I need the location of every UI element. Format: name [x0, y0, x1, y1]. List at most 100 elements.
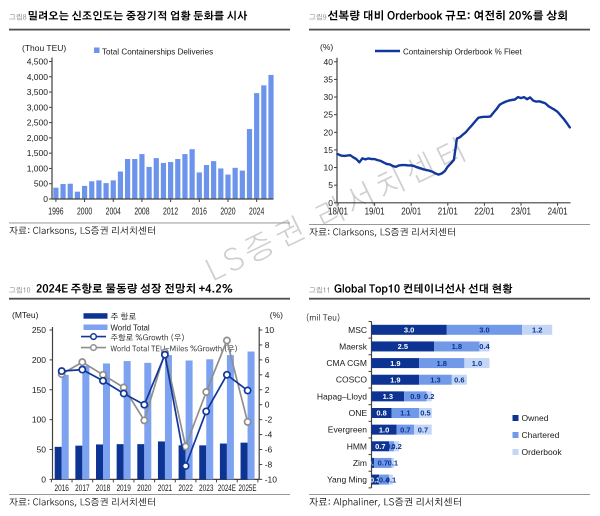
- svg-text:Total Containerships Deliverie: Total Containerships Deliveries: [102, 47, 213, 56]
- svg-text:2024E: 2024E: [218, 483, 236, 494]
- svg-text:2025E: 2025E: [239, 483, 257, 494]
- svg-text:0: 0: [265, 400, 270, 410]
- svg-text:23/01: 23/01: [511, 207, 531, 218]
- svg-text:2022: 2022: [178, 483, 192, 494]
- svg-text:4,000: 4,000: [27, 72, 49, 82]
- svg-text:1.2: 1.2: [532, 326, 542, 335]
- svg-text:(%): (%): [320, 42, 333, 52]
- svg-text:-6: -6: [265, 445, 273, 455]
- svg-text:15: 15: [324, 145, 334, 155]
- svg-text:0.7: 0.7: [400, 425, 410, 434]
- svg-text:0.4: 0.4: [379, 475, 390, 484]
- svg-text:COSCO: COSCO: [336, 375, 368, 385]
- svg-text:4,500: 4,500: [27, 57, 49, 67]
- svg-text:0.1: 0.1: [388, 459, 398, 468]
- svg-text:10: 10: [324, 163, 334, 173]
- svg-text:19/01: 19/01: [365, 207, 385, 218]
- svg-text:0: 0: [328, 198, 333, 208]
- svg-text:0.2: 0.2: [386, 442, 396, 451]
- svg-text:8: 8: [265, 340, 270, 350]
- svg-text:2000: 2000: [77, 207, 92, 218]
- svg-text:0: 0: [43, 194, 48, 204]
- svg-text:4: 4: [265, 370, 270, 380]
- svg-text:2012: 2012: [163, 207, 178, 218]
- svg-text:(Thou TEU): (Thou TEU): [22, 43, 66, 53]
- svg-text:-10: -10: [265, 474, 278, 484]
- svg-text:200: 200: [32, 355, 46, 365]
- svg-text:6: 6: [265, 355, 270, 365]
- svg-text:0.2: 0.2: [424, 392, 434, 401]
- svg-text:0.7: 0.7: [375, 442, 385, 451]
- svg-text:0.7: 0.7: [418, 425, 428, 434]
- svg-text:21/01: 21/01: [438, 207, 458, 218]
- svg-text:1996: 1996: [48, 207, 63, 218]
- svg-text:HMM: HMM: [347, 441, 367, 451]
- svg-text:0.7: 0.7: [378, 459, 388, 468]
- svg-text:1.0: 1.0: [379, 425, 389, 434]
- svg-text:2016: 2016: [192, 207, 207, 218]
- svg-text:2020: 2020: [137, 483, 151, 494]
- svg-text:20: 20: [324, 127, 334, 137]
- svg-text:-8: -8: [265, 459, 273, 469]
- svg-text:MSC: MSC: [348, 325, 367, 335]
- svg-text:1.3: 1.3: [430, 375, 440, 384]
- svg-text:2004: 2004: [106, 207, 121, 218]
- svg-text:40: 40: [324, 57, 334, 67]
- svg-text:50: 50: [37, 445, 47, 455]
- svg-text:Orderbook: Orderbook: [522, 447, 563, 457]
- svg-text:2008: 2008: [134, 207, 149, 218]
- svg-text:Hapag–Lloyd: Hapag–Lloyd: [317, 391, 367, 401]
- svg-text:3.0: 3.0: [404, 326, 414, 335]
- svg-text:0.3: 0.3: [370, 475, 380, 484]
- svg-text:3.0: 3.0: [479, 326, 489, 335]
- svg-text:0.1: 0.1: [368, 459, 378, 468]
- svg-text:2024: 2024: [249, 207, 264, 218]
- svg-text:25: 25: [324, 110, 334, 120]
- svg-text:2018: 2018: [96, 483, 110, 494]
- svg-text:Evergreen: Evergreen: [328, 425, 367, 435]
- svg-text:20/01: 20/01: [401, 207, 421, 218]
- svg-text:500: 500: [34, 179, 48, 189]
- svg-text:2021: 2021: [158, 483, 172, 494]
- svg-text:1.1: 1.1: [400, 409, 410, 418]
- svg-text:Yang Ming: Yang Ming: [327, 475, 367, 485]
- svg-text:Owned: Owned: [522, 413, 549, 423]
- svg-text:0.4: 0.4: [479, 342, 490, 351]
- svg-text:2,000: 2,000: [27, 133, 49, 143]
- svg-text:10: 10: [265, 325, 275, 335]
- svg-text:Containership Orderbook % Flee: Containership Orderbook % Fleet: [403, 47, 523, 56]
- svg-text:0: 0: [41, 474, 46, 484]
- svg-text:2.5: 2.5: [398, 342, 408, 351]
- svg-text:1.0: 1.0: [472, 359, 482, 368]
- svg-text:1,500: 1,500: [27, 148, 49, 158]
- svg-text:100: 100: [32, 415, 46, 425]
- svg-text:0.1: 0.1: [386, 475, 396, 484]
- svg-text:0.9: 0.9: [410, 392, 420, 401]
- svg-text:1,000: 1,000: [27, 163, 49, 173]
- svg-text:-2: -2: [265, 415, 273, 425]
- svg-text:0.8: 0.8: [376, 409, 386, 418]
- svg-text:3,000: 3,000: [27, 102, 49, 112]
- svg-text:CMA CGM: CMA CGM: [326, 358, 367, 368]
- svg-text:150: 150: [32, 385, 46, 395]
- svg-text:24/01: 24/01: [548, 207, 568, 218]
- svg-text:Zim: Zim: [353, 458, 367, 468]
- svg-text:2: 2: [265, 385, 270, 395]
- svg-text:35: 35: [324, 74, 334, 84]
- svg-text:(%): (%): [270, 310, 283, 320]
- svg-text:1.9: 1.9: [390, 375, 400, 384]
- svg-text:0.2: 0.2: [391, 442, 401, 451]
- svg-text:250: 250: [32, 325, 46, 335]
- svg-text:World Total: World Total: [111, 324, 150, 333]
- svg-text:1.3: 1.3: [383, 392, 393, 401]
- svg-text:Chartered: Chartered: [522, 430, 560, 440]
- svg-text:5: 5: [328, 180, 333, 190]
- svg-text:2020: 2020: [220, 207, 235, 218]
- svg-text:0.6: 0.6: [454, 375, 464, 384]
- svg-text:Maersk: Maersk: [339, 341, 368, 351]
- svg-text:2,500: 2,500: [27, 118, 49, 128]
- svg-text:-4: -4: [265, 430, 273, 440]
- svg-text:22/01: 22/01: [474, 207, 494, 218]
- svg-text:0.5: 0.5: [420, 409, 430, 418]
- svg-text:1.9: 1.9: [390, 359, 400, 368]
